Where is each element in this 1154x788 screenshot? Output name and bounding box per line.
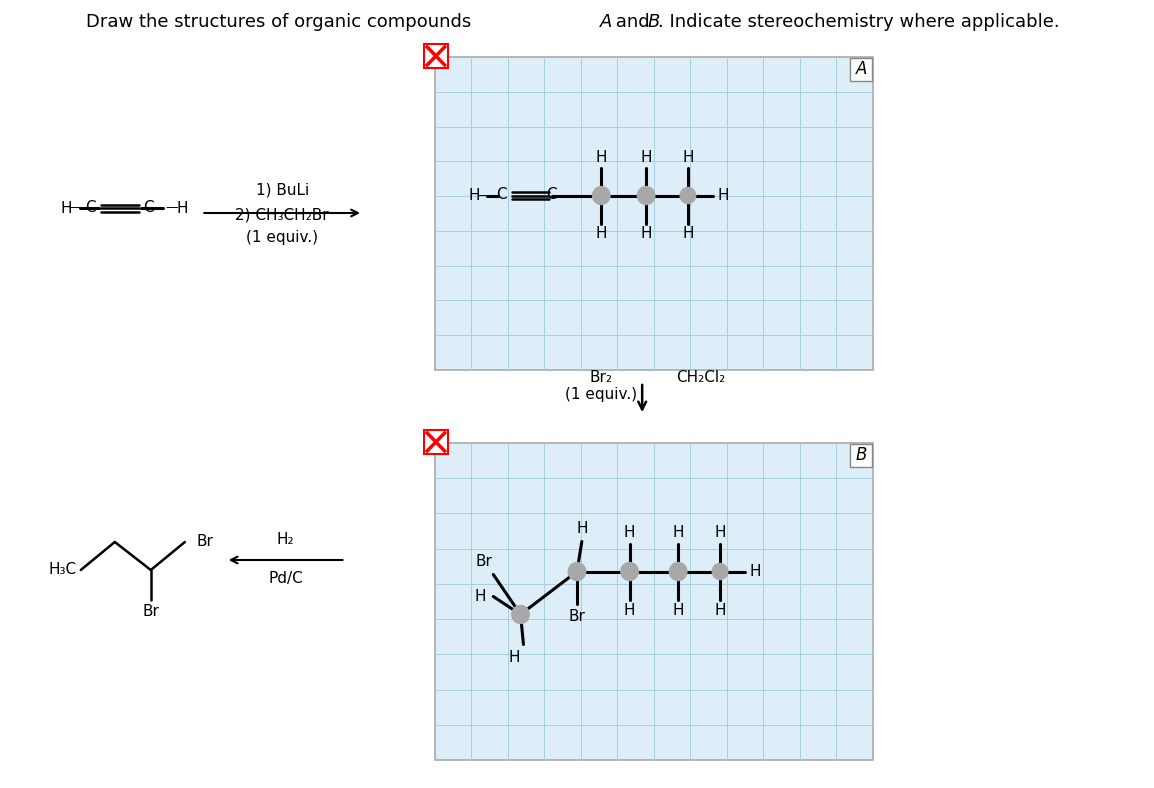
Text: H: H bbox=[640, 150, 652, 165]
Text: —: — bbox=[477, 189, 489, 202]
Text: B: B bbox=[855, 446, 867, 464]
Text: H: H bbox=[595, 226, 607, 241]
Text: B: B bbox=[647, 13, 659, 31]
Text: H: H bbox=[640, 226, 652, 241]
Circle shape bbox=[680, 188, 696, 203]
Circle shape bbox=[669, 563, 687, 581]
Text: C: C bbox=[546, 187, 557, 202]
FancyBboxPatch shape bbox=[849, 58, 872, 80]
Text: H: H bbox=[469, 188, 480, 203]
Text: A: A bbox=[600, 13, 613, 31]
Circle shape bbox=[621, 563, 638, 581]
FancyBboxPatch shape bbox=[425, 44, 448, 68]
Text: —: — bbox=[69, 202, 81, 214]
Text: H: H bbox=[673, 603, 684, 618]
FancyBboxPatch shape bbox=[425, 430, 448, 454]
Text: H: H bbox=[576, 521, 587, 536]
Text: H: H bbox=[717, 188, 728, 203]
Text: C: C bbox=[143, 199, 155, 214]
Text: H: H bbox=[60, 200, 72, 215]
Text: Br: Br bbox=[475, 554, 492, 569]
Text: H: H bbox=[714, 525, 726, 540]
Text: H₂: H₂ bbox=[277, 533, 294, 548]
Text: Draw the structures of organic compounds: Draw the structures of organic compounds bbox=[85, 13, 477, 31]
Text: H: H bbox=[673, 525, 684, 540]
Circle shape bbox=[511, 605, 530, 623]
Text: H: H bbox=[177, 200, 188, 215]
Text: H: H bbox=[749, 564, 760, 579]
Text: H: H bbox=[714, 603, 726, 618]
Circle shape bbox=[637, 187, 654, 205]
Text: H: H bbox=[475, 589, 486, 604]
Text: C: C bbox=[85, 199, 96, 214]
Text: —: — bbox=[165, 202, 178, 214]
Text: Br: Br bbox=[196, 534, 213, 549]
Text: (1 equiv.): (1 equiv.) bbox=[565, 386, 637, 402]
Text: Br: Br bbox=[142, 604, 159, 619]
Text: H: H bbox=[624, 603, 635, 618]
FancyBboxPatch shape bbox=[435, 443, 872, 760]
Text: H₃C: H₃C bbox=[48, 563, 77, 578]
FancyBboxPatch shape bbox=[849, 444, 872, 466]
Text: Br₂: Br₂ bbox=[590, 370, 613, 385]
Text: 1) BuLi: 1) BuLi bbox=[255, 183, 309, 198]
Circle shape bbox=[712, 563, 728, 579]
Text: 2) CH₃CH₂Br: 2) CH₃CH₂Br bbox=[235, 207, 329, 222]
FancyBboxPatch shape bbox=[435, 57, 872, 370]
Text: A: A bbox=[855, 60, 867, 78]
Text: Pd/C: Pd/C bbox=[268, 571, 304, 585]
Text: C: C bbox=[496, 187, 507, 202]
Text: H: H bbox=[509, 650, 520, 665]
Circle shape bbox=[592, 187, 610, 205]
Text: H: H bbox=[595, 150, 607, 165]
Text: H: H bbox=[682, 150, 694, 165]
Text: H: H bbox=[682, 226, 694, 241]
Text: H: H bbox=[624, 525, 635, 540]
Text: . Indicate stereochemistry where applicable.: . Indicate stereochemistry where applica… bbox=[658, 13, 1059, 31]
Text: Br: Br bbox=[569, 609, 585, 624]
Text: CH₂Cl₂: CH₂Cl₂ bbox=[676, 370, 725, 385]
Text: (1 equiv.): (1 equiv.) bbox=[246, 229, 319, 244]
Text: and: and bbox=[610, 13, 655, 31]
Circle shape bbox=[568, 563, 586, 581]
